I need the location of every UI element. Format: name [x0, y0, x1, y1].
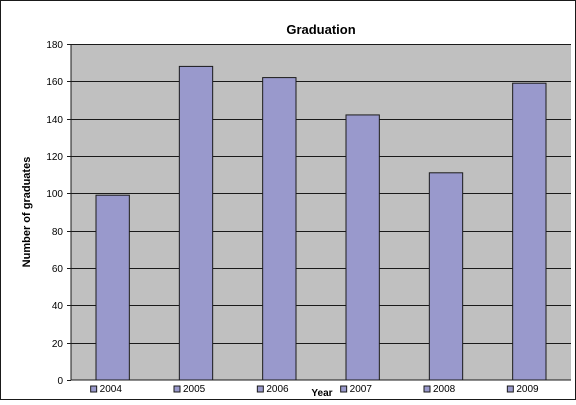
bars [95, 65, 547, 381]
y-tick-label: 160 [46, 77, 63, 88]
y-axis-label: Number of graduates [21, 157, 33, 268]
category-marker-icon [256, 385, 264, 393]
y-tick-label: 20 [52, 339, 64, 350]
bar-2007 [345, 114, 380, 381]
y-tick-label: 80 [52, 227, 64, 238]
category-marker-icon [173, 385, 181, 393]
y-tick-label: 40 [52, 301, 64, 312]
category-marker-icon [340, 385, 348, 393]
y-axis-ticks: 0 20 40 60 80 100 120 140 160 180 [46, 40, 71, 387]
y-tick-label: 100 [46, 189, 63, 200]
y-tick-label: 180 [46, 40, 63, 51]
bar-2006 [262, 77, 297, 381]
bar-2009 [512, 82, 547, 381]
x-axis-label: Year [311, 388, 332, 399]
plot-area [71, 44, 571, 380]
chart-title: Graduation [286, 22, 355, 37]
x-category-label: 2009 [516, 384, 539, 395]
bar-2004 [95, 194, 130, 381]
category-marker-icon [90, 385, 98, 393]
y-tick-label: 0 [57, 376, 63, 387]
x-category-label: 2006 [266, 384, 289, 395]
y-tick-label: 60 [52, 264, 64, 275]
x-category-label: 2005 [183, 384, 206, 395]
x-axis-categories: 2004 2005 2006 2007 2008 2009 [90, 384, 539, 395]
x-category-label: 2004 [100, 384, 123, 395]
x-category-label: 2007 [350, 384, 373, 395]
gridlines [71, 44, 571, 344]
y-tick-label: 140 [46, 115, 63, 126]
bar-2008 [428, 172, 464, 381]
category-marker-icon [506, 385, 514, 393]
bar-2005 [178, 65, 214, 381]
y-tick-label: 120 [46, 152, 63, 163]
category-marker-icon [423, 385, 431, 393]
x-category-label: 2008 [433, 384, 456, 395]
